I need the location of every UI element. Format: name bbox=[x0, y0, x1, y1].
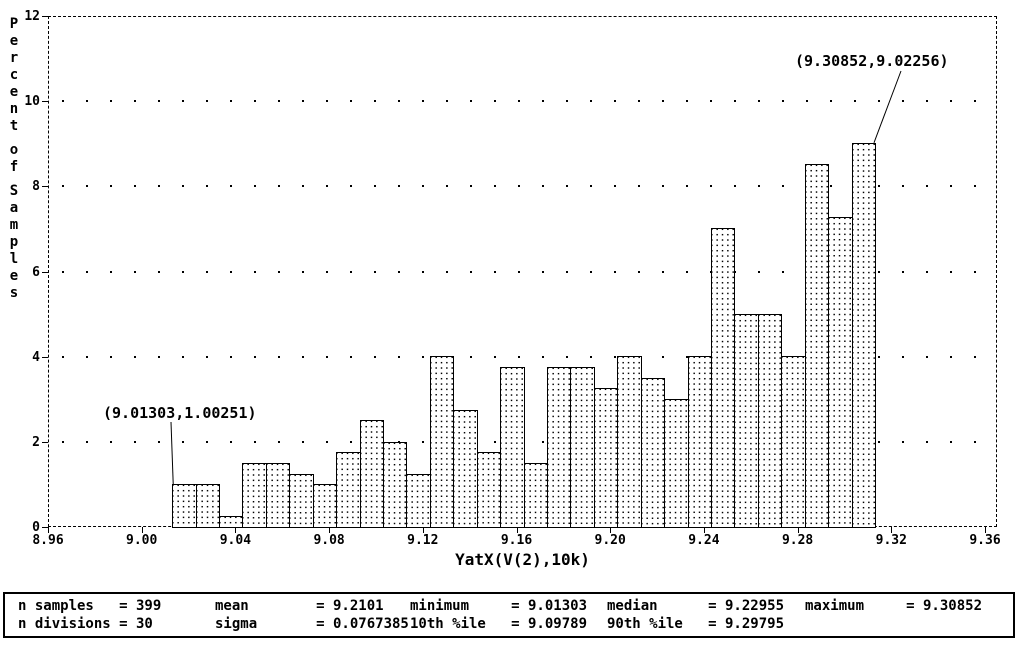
y-tick-label: 2 bbox=[32, 434, 40, 450]
statistics-panel: n samples = 399 n divisions = 30 mean = 9… bbox=[3, 592, 1015, 638]
annotation-min-point: (9.01303,1.00251) bbox=[103, 404, 257, 422]
x-tick-mark bbox=[48, 527, 49, 533]
y-axis-title-word-gap bbox=[6, 135, 22, 142]
x-tick-label: 9.24 bbox=[688, 533, 720, 548]
y-axis-title-letter: r bbox=[9, 50, 19, 66]
y-axis-title-letter: e bbox=[9, 33, 19, 49]
y-axis-title-letter: c bbox=[9, 67, 19, 83]
histogram-bar bbox=[828, 217, 853, 528]
x-tick-mark bbox=[610, 527, 612, 533]
histogram-bar bbox=[757, 313, 783, 528]
stats-column: minimum = 9.01303 10th %ile = 9.09789 bbox=[410, 598, 588, 632]
histogram-bar bbox=[640, 377, 666, 528]
stats-column: mean = 9.2101 sigma = 0.0767385 bbox=[215, 598, 409, 632]
histogram-bar bbox=[664, 398, 689, 528]
histogram-bar bbox=[336, 452, 361, 528]
x-tick-label: 9.36 bbox=[969, 533, 1001, 548]
histogram-bar bbox=[476, 452, 502, 528]
y-tick-mark bbox=[42, 101, 48, 103]
x-tick-label: 8.96 bbox=[32, 533, 64, 548]
y-tick-mark bbox=[42, 271, 48, 273]
y-tick-label: 6 bbox=[32, 264, 40, 280]
y-axis-title-letter: S bbox=[9, 183, 19, 199]
x-tick-label: 9.28 bbox=[781, 533, 814, 548]
y-tick-label: 12 bbox=[24, 9, 40, 24]
y-axis-title-letter: f bbox=[9, 159, 19, 175]
y-axis-title-letter: o bbox=[9, 142, 19, 158]
x-tick-label: 9.08 bbox=[313, 533, 345, 548]
histogram-bar bbox=[406, 473, 431, 528]
histogram-bar bbox=[710, 228, 736, 528]
histogram-bar bbox=[195, 484, 221, 528]
stats-column: n samples = 399 n divisions = 30 bbox=[18, 598, 162, 632]
x-tick-mark bbox=[891, 527, 893, 533]
y-axis-title-letter: m bbox=[9, 217, 19, 233]
histogram-bar bbox=[289, 473, 314, 528]
histogram-bar bbox=[242, 462, 267, 528]
y-gridline bbox=[50, 185, 978, 188]
histogram-bar bbox=[359, 420, 385, 528]
y-tick-label: 8 bbox=[32, 179, 40, 195]
x-tick-mark bbox=[422, 527, 424, 533]
x-tick-mark bbox=[235, 527, 237, 533]
y-axis-title-letter: n bbox=[9, 101, 19, 117]
y-tick-mark bbox=[42, 356, 48, 358]
y-tick-mark bbox=[42, 16, 48, 17]
x-tick-mark bbox=[141, 527, 143, 533]
histogram-bar bbox=[312, 484, 338, 528]
histogram-bar bbox=[781, 356, 806, 528]
histogram-bar bbox=[500, 366, 525, 528]
stats-column: maximum = 9.30852 bbox=[805, 598, 983, 614]
y-tick-mark bbox=[42, 527, 48, 528]
histogram-bar bbox=[804, 164, 830, 528]
x-tick-mark bbox=[703, 527, 705, 533]
histogram-bar bbox=[570, 366, 595, 528]
histogram-bar bbox=[851, 142, 876, 528]
histogram-bar bbox=[547, 366, 572, 528]
y-tick-mark bbox=[42, 186, 48, 188]
x-tick-label: 9.20 bbox=[594, 533, 626, 548]
histogram-bar bbox=[429, 356, 455, 528]
y-gridline bbox=[50, 100, 978, 103]
x-tick-mark bbox=[985, 527, 986, 533]
y-axis-title-letter: t bbox=[9, 118, 19, 134]
y-tick-mark bbox=[42, 441, 48, 443]
annotation-max-point: (9.30852,9.02256) bbox=[795, 52, 949, 70]
histogram-bar bbox=[453, 409, 478, 528]
y-axis-title-letter: a bbox=[9, 200, 19, 216]
histogram-bar bbox=[687, 356, 712, 528]
x-tick-mark bbox=[516, 527, 518, 533]
histogram-bar bbox=[617, 356, 642, 528]
histogram-bar bbox=[383, 441, 408, 528]
x-tick-label: 9.16 bbox=[500, 533, 533, 548]
y-gridline bbox=[50, 355, 978, 358]
x-tick-label: 9.04 bbox=[219, 533, 252, 548]
stats-column: median = 9.22955 90th %ile = 9.29795 bbox=[607, 598, 785, 632]
y-gridline bbox=[50, 270, 978, 273]
histogram-bar bbox=[265, 462, 291, 528]
y-axis-title-letter: P bbox=[9, 16, 19, 32]
x-tick-mark bbox=[797, 527, 799, 533]
x-tick-label: 9.00 bbox=[126, 533, 158, 548]
y-tick-label: 4 bbox=[32, 349, 40, 365]
histogram-bar bbox=[172, 484, 197, 528]
y-tick-label: 0 bbox=[32, 520, 40, 535]
histogram-bar bbox=[219, 516, 244, 528]
y-axis-title-letter: s bbox=[9, 285, 19, 301]
histogram-bar bbox=[593, 388, 619, 528]
x-axis-title: YatX(V(2),10k) bbox=[455, 550, 590, 569]
y-axis-title-letter: e bbox=[9, 268, 19, 284]
y-axis-title-letter: p bbox=[9, 234, 19, 250]
x-tick-label: 9.32 bbox=[875, 533, 907, 548]
histogram-bar bbox=[734, 313, 759, 528]
y-tick-label: 10 bbox=[24, 94, 40, 110]
y-axis-title-letter: e bbox=[9, 84, 19, 100]
y-axis-title-letter: l bbox=[9, 251, 19, 267]
histogram-bar bbox=[523, 462, 549, 528]
x-tick-label: 9.12 bbox=[407, 533, 439, 548]
x-tick-mark bbox=[329, 527, 331, 533]
